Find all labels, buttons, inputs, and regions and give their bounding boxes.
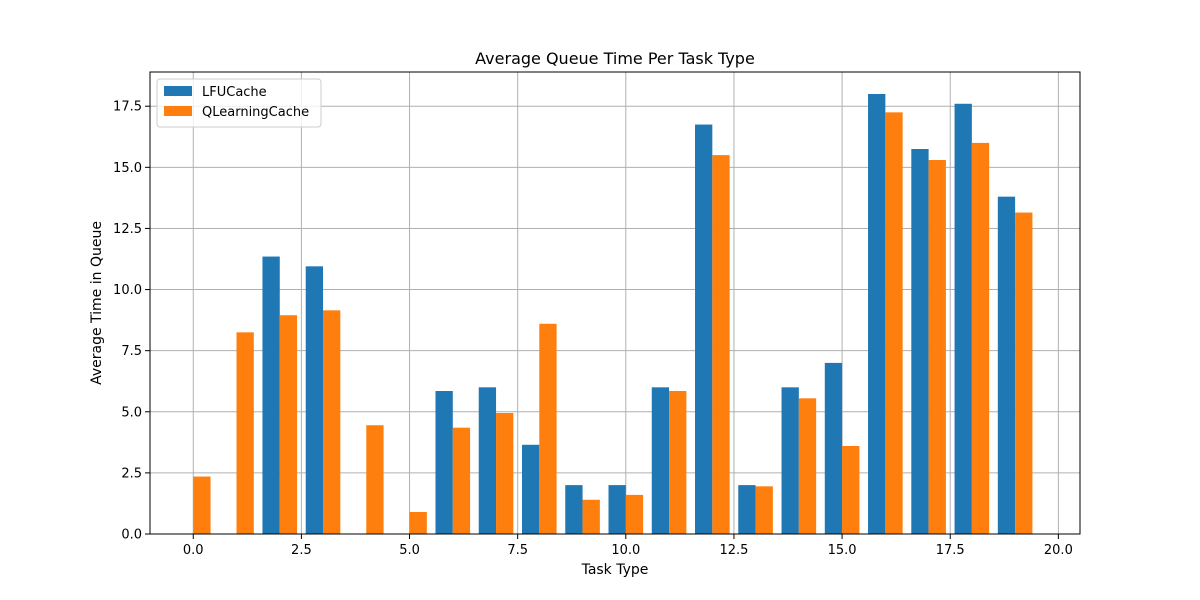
x-tick-label: 0.0 bbox=[183, 543, 204, 558]
bars bbox=[175, 94, 1033, 535]
bar-lfucache-11 bbox=[651, 387, 670, 534]
bar-qlearningcache-7 bbox=[496, 413, 514, 534]
x-tick-label: 15.0 bbox=[828, 543, 857, 558]
bar-qlearningcache-8 bbox=[539, 323, 557, 534]
x-tick-label: 12.5 bbox=[719, 543, 748, 558]
bar-lfucache-10 bbox=[608, 485, 626, 534]
bar-lfucache-16 bbox=[868, 94, 886, 534]
x-axis-label: Task Type bbox=[581, 562, 649, 578]
legend: LFUCache QLearningCache bbox=[156, 78, 322, 128]
bar-qlearningcache-4 bbox=[366, 425, 384, 534]
bar-qlearningcache-12 bbox=[712, 155, 730, 534]
legend-swatch-lfucache bbox=[164, 86, 192, 96]
bar-lfucache-14 bbox=[781, 387, 799, 534]
legend-swatch-qlearningcache bbox=[164, 106, 192, 116]
x-tick-label: 5.0 bbox=[399, 543, 420, 558]
bar-lfucache-18 bbox=[954, 103, 972, 535]
bar-lfucache-17 bbox=[911, 149, 929, 534]
x-axis: 0.0 2.5 5.0 7.5 10.0 12.5 15.0 17.5 20.0 bbox=[183, 534, 1073, 558]
bar-qlearningcache-17 bbox=[928, 160, 946, 534]
bar-qlearningcache-9 bbox=[582, 499, 600, 534]
bar-qlearningcache-15 bbox=[842, 446, 860, 534]
y-tick-label: 12.5 bbox=[113, 222, 142, 237]
bar-lfucache-9 bbox=[565, 485, 583, 534]
bar-qlearningcache-3 bbox=[323, 310, 341, 534]
bar-qlearningcache-18 bbox=[971, 142, 990, 534]
bar-qlearningcache-19 bbox=[1015, 212, 1033, 535]
bar-qlearningcache-11 bbox=[669, 391, 687, 534]
y-tick-label: 2.5 bbox=[121, 466, 142, 481]
bar-qlearningcache-6 bbox=[452, 427, 471, 534]
chart-title: Average Queue Time Per Task Type bbox=[475, 49, 755, 68]
y-tick-label: 17.5 bbox=[113, 100, 142, 115]
y-tick-label: 5.0 bbox=[121, 405, 142, 420]
legend-label-lfucache: LFUCache bbox=[202, 85, 267, 100]
y-tick-label: 10.0 bbox=[113, 283, 142, 298]
bar-lfucache-8 bbox=[522, 444, 540, 534]
bar-qlearningcache-1 bbox=[236, 332, 254, 534]
bar-lfucache-13 bbox=[738, 485, 756, 534]
y-tick-label: 15.0 bbox=[113, 161, 142, 176]
plot-area-frame bbox=[149, 71, 1081, 535]
x-tick-label: 2.5 bbox=[291, 543, 312, 558]
bar-lfucache-3 bbox=[305, 266, 324, 534]
bar-qlearningcache-13 bbox=[755, 486, 773, 534]
y-axis: 0.0 2.5 5.0 7.5 10.0 12.5 15.0 17.5 bbox=[113, 100, 150, 543]
bar-lfucache-19 bbox=[997, 196, 1016, 534]
y-tick-label: 7.5 bbox=[121, 344, 142, 359]
bar-qlearningcache-2 bbox=[279, 315, 298, 534]
bar-lfucache-2 bbox=[262, 256, 280, 534]
bar-qlearningcache-10 bbox=[625, 494, 644, 534]
legend-label-qlearningcache: QLearningCache bbox=[202, 105, 309, 120]
y-tick-label: 0.0 bbox=[121, 528, 142, 543]
bar-qlearningcache-0 bbox=[193, 476, 211, 534]
bar-qlearningcache-5 bbox=[409, 512, 427, 534]
bar-qlearningcache-16 bbox=[885, 112, 903, 534]
x-tick-label: 7.5 bbox=[507, 543, 528, 558]
legend-box bbox=[156, 78, 322, 128]
x-tick-label: 20.0 bbox=[1044, 543, 1073, 558]
x-tick-label: 17.5 bbox=[936, 543, 965, 558]
bar-lfucache-12 bbox=[695, 124, 713, 535]
bar-lfucache-7 bbox=[478, 387, 497, 534]
x-tick-label: 10.0 bbox=[611, 543, 640, 558]
y-axis-label: Average Time in Queue bbox=[89, 221, 105, 385]
bar-lfucache-6 bbox=[435, 391, 453, 534]
bar-qlearningcache-14 bbox=[798, 398, 817, 534]
bar-lfucache-15 bbox=[824, 362, 843, 534]
